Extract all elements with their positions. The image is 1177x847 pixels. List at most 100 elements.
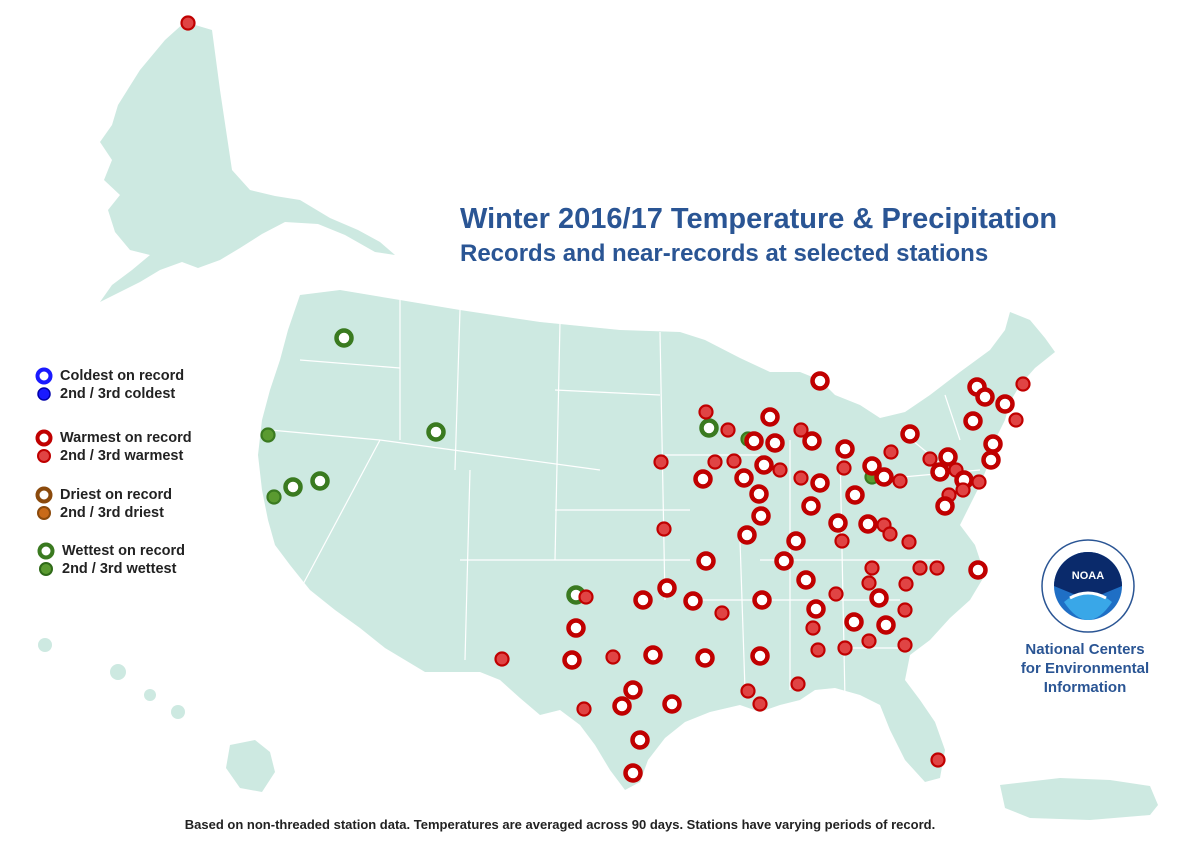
warmest-record-marker [751,506,771,526]
puerto-rico-land [1000,778,1158,820]
wettest-record-marker [310,471,330,491]
warmest-near-record-marker [494,651,510,667]
warmest-record-marker [981,450,1001,470]
state-border [554,321,561,561]
warmest-near-record-marker [805,620,821,636]
warmest-near-record-marker [897,637,913,653]
warmest-near-record-marker [653,454,669,470]
warmest-near-symbol [37,449,51,463]
warmest-record-marker [734,468,754,488]
warmest-record-marker [938,447,958,467]
driest-record-symbol [35,486,53,504]
warmest-near-record-marker [605,649,621,665]
warmest-near-record-marker [828,586,844,602]
state-border [454,309,461,471]
legend-label: Driest on record [60,487,172,503]
driest-near-symbol [37,506,51,520]
warmest-near-record-marker [810,642,826,658]
ncei-line-2: for Environmental [1020,660,1150,677]
warmest-record-marker [810,371,830,391]
wettest-near-record-marker [266,489,282,505]
warmest-near-record-marker [656,521,672,537]
warmest-record-marker [995,394,1015,414]
state-border [379,439,601,471]
warmest-record-marker [935,496,955,516]
legend-item-coldest-near: 2nd / 3rd coldest [33,385,175,403]
warmest-record-marker [760,407,780,427]
warmest-near-record-marker [578,589,594,605]
warmest-record-marker [796,570,816,590]
warmest-record-marker [900,424,920,444]
legend-label: 2nd / 3rd coldest [60,386,176,402]
legend-item-warmest-record: Warmest on record [33,429,192,447]
warmest-near-record-marker [698,404,714,420]
legend-label: 2nd / 3rd driest [60,505,164,521]
ncei-line-3: Information [1043,679,1127,696]
state-border [554,389,661,396]
hawaii-island [144,689,156,701]
warmest-record-marker [975,387,995,407]
warmest-near-record-marker [707,454,723,470]
legend-item-warmest-near: 2nd / 3rd warmest [33,447,183,465]
hawaii-island [171,705,185,719]
warmest-near-record-marker [930,752,946,768]
warmest-near-record-marker [180,15,196,31]
warmest-record-marker [749,484,769,504]
warmest-record-marker [810,473,830,493]
hawaii-land [226,740,275,792]
warmest-near-record-marker [740,683,756,699]
warmest-near-record-marker [929,560,945,576]
warmest-near-record-marker [836,460,852,476]
hawaii-island [38,638,52,652]
footnote: Based on non-threaded station data. Temp… [184,817,936,832]
warmest-record-marker [844,612,864,632]
warmest-near-record-marker [883,444,899,460]
warmest-near-record-marker [790,676,806,692]
coldest-near-symbol [37,387,51,401]
warmest-near-record-marker [897,602,913,618]
warmest-record-marker [858,514,878,534]
legend-item-driest-near: 2nd / 3rd driest [33,504,164,522]
warmest-record-marker [786,531,806,551]
warmest-record-marker [695,648,715,668]
coldest-record-symbol [35,367,53,385]
warmest-record-marker [801,496,821,516]
state-border [739,539,746,691]
legend-label: Wettest on record [62,543,186,559]
map-title: Winter 2016/17 Temperature & Precipitati… [460,203,1058,235]
warmest-record-marker [630,730,650,750]
warmest-record-marker [828,513,848,533]
state-border [944,394,961,441]
warmest-near-record-marker [922,451,938,467]
wettest-record-marker [426,422,446,442]
state-border [299,359,401,369]
wettest-record-symbol [37,542,55,560]
legend-item-wettest-near: 2nd / 3rd wettest [35,560,176,578]
warmest-near-record-marker [576,701,592,717]
wettest-near-symbol [39,562,53,576]
warmest-record-marker [835,439,855,459]
warmest-near-record-marker [772,462,788,478]
legend-label: 2nd / 3rd wettest [62,561,177,577]
warmest-record-marker [623,680,643,700]
warmest-near-record-marker [793,422,809,438]
warmest-record-marker [683,591,703,611]
warmest-record-marker [968,560,988,580]
hawaii-island [110,664,126,680]
warmest-record-marker [566,618,586,638]
wettest-record-marker [699,418,719,438]
warmest-near-record-marker [726,453,742,469]
warmest-near-record-marker [861,575,877,591]
warmest-near-record-marker [720,422,736,438]
legend-item-wettest-record: Wettest on record [35,542,185,560]
wettest-near-record-marker [260,427,276,443]
warmest-record-marker [765,433,785,453]
warmest-near-record-marker [861,633,877,649]
noaa-logo-text: NOAA [1072,570,1104,582]
warmest-record-marker [802,431,822,451]
warmest-record-marker [693,469,713,489]
wettest-record-marker [334,328,354,348]
legend-label: 2nd / 3rd warmest [60,448,184,464]
warmest-record-marker [752,590,772,610]
